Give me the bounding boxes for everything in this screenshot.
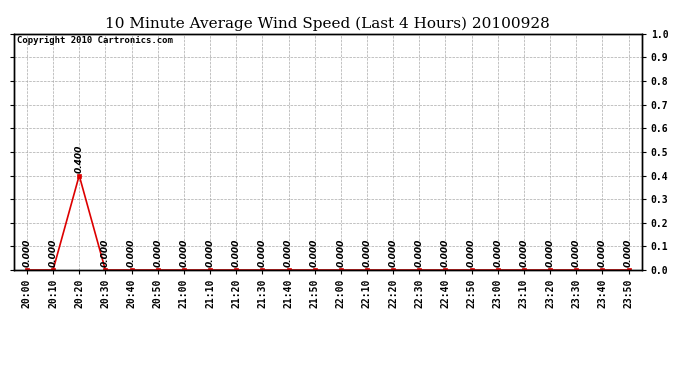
Text: 0.000: 0.000 xyxy=(284,239,293,267)
Text: Copyright 2010 Cartronics.com: Copyright 2010 Cartronics.com xyxy=(17,36,172,45)
Text: 0.000: 0.000 xyxy=(101,239,110,267)
Text: 0.000: 0.000 xyxy=(258,239,267,267)
Text: 0.000: 0.000 xyxy=(153,239,162,267)
Text: 0.000: 0.000 xyxy=(572,239,581,267)
Text: 0.000: 0.000 xyxy=(310,239,319,267)
Text: 0.000: 0.000 xyxy=(546,239,555,267)
Title: 10 Minute Average Wind Speed (Last 4 Hours) 20100928: 10 Minute Average Wind Speed (Last 4 Hou… xyxy=(106,17,550,31)
Text: 0.000: 0.000 xyxy=(493,239,502,267)
Text: 0.000: 0.000 xyxy=(48,239,57,267)
Text: 0.000: 0.000 xyxy=(388,239,397,267)
Text: 0.000: 0.000 xyxy=(336,239,345,267)
Text: 0.000: 0.000 xyxy=(598,239,607,267)
Text: 0.000: 0.000 xyxy=(520,239,529,267)
Text: 0.000: 0.000 xyxy=(362,239,371,267)
Text: 0.000: 0.000 xyxy=(22,239,31,267)
Text: 0.000: 0.000 xyxy=(624,239,633,267)
Text: 0.000: 0.000 xyxy=(232,239,241,267)
Text: 0.000: 0.000 xyxy=(441,239,450,267)
Text: 0.000: 0.000 xyxy=(415,239,424,267)
Text: 0.000: 0.000 xyxy=(127,239,136,267)
Text: 0.000: 0.000 xyxy=(467,239,476,267)
Text: 0.000: 0.000 xyxy=(179,239,188,267)
Text: 0.000: 0.000 xyxy=(206,239,215,267)
Text: 0.400: 0.400 xyxy=(75,144,83,173)
